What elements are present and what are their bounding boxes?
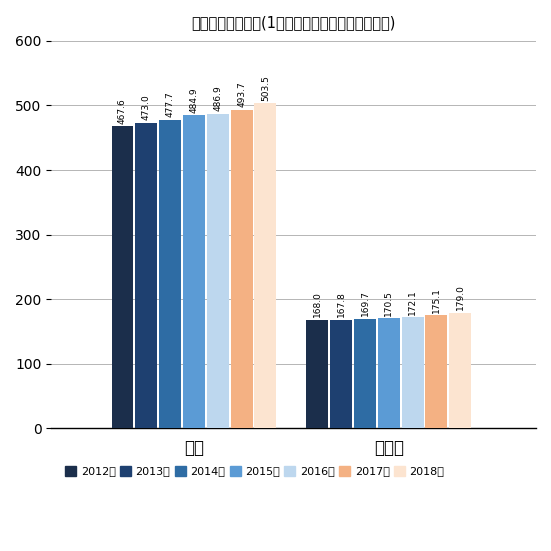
Bar bbox=[306, 320, 328, 428]
Bar bbox=[136, 123, 157, 428]
Bar bbox=[255, 103, 277, 428]
Bar bbox=[112, 126, 133, 428]
Text: 179.0: 179.0 bbox=[456, 284, 464, 310]
Text: 484.9: 484.9 bbox=[190, 87, 198, 112]
Text: 168.0: 168.0 bbox=[313, 291, 322, 317]
Bar bbox=[354, 318, 376, 428]
Text: 170.5: 170.5 bbox=[384, 290, 393, 316]
Bar bbox=[449, 313, 471, 428]
Text: 486.9: 486.9 bbox=[213, 85, 222, 111]
Bar bbox=[231, 110, 252, 428]
Bar bbox=[159, 120, 181, 428]
Bar bbox=[330, 320, 352, 428]
Text: 172.1: 172.1 bbox=[408, 289, 417, 315]
Text: 175.1: 175.1 bbox=[432, 287, 441, 312]
Bar bbox=[425, 315, 447, 428]
Text: 167.8: 167.8 bbox=[337, 291, 345, 317]
Text: 503.5: 503.5 bbox=[261, 75, 270, 101]
Text: 169.7: 169.7 bbox=[360, 290, 370, 316]
Text: 493.7: 493.7 bbox=[237, 81, 246, 107]
Bar bbox=[183, 115, 205, 428]
Title: 給与・手当＋賞与(1年勤続者、平均、年間、万円): 給与・手当＋賞与(1年勤続者、平均、年間、万円) bbox=[191, 15, 396, 30]
Bar bbox=[378, 318, 400, 428]
Text: 473.0: 473.0 bbox=[142, 95, 151, 120]
Text: 467.6: 467.6 bbox=[118, 98, 127, 124]
Bar bbox=[402, 317, 424, 428]
Text: 477.7: 477.7 bbox=[166, 91, 175, 117]
Bar bbox=[207, 114, 229, 428]
Legend: 2012年, 2013年, 2014年, 2015年, 2016年, 2017年, 2018年: 2012年, 2013年, 2014年, 2015年, 2016年, 2017年… bbox=[61, 461, 449, 481]
